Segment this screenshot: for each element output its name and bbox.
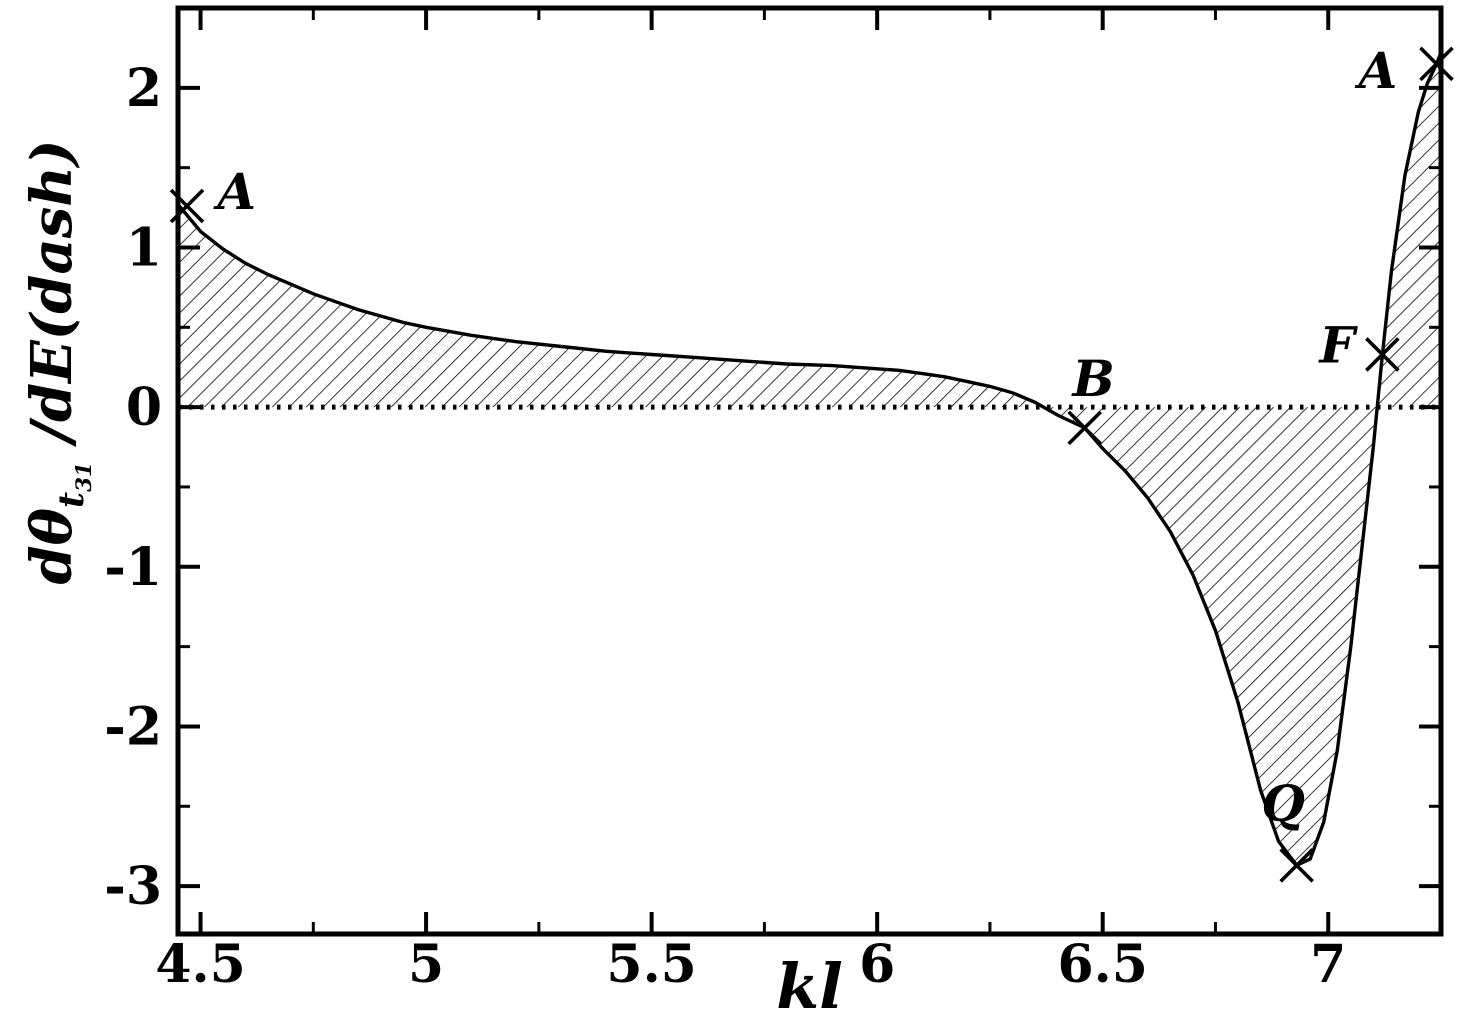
y-tick-label: 1 xyxy=(126,217,162,278)
marker-label: A xyxy=(213,162,256,221)
x-axis-title: kl xyxy=(776,950,843,1023)
x-tick-label: 7 xyxy=(1310,934,1346,995)
y-axis-title: dθt31 /dE(dash) xyxy=(18,139,97,585)
y-axis-title-sub: t31 xyxy=(51,462,97,508)
x-tick-label: 6 xyxy=(859,934,895,995)
marker-label: A xyxy=(1354,41,1397,100)
y-tick-label: -3 xyxy=(104,856,162,917)
marker-label: B xyxy=(1071,349,1115,408)
cross-marker xyxy=(1365,337,1400,372)
plot-frame xyxy=(175,5,1444,937)
y-axis-title-main: dθ xyxy=(18,507,85,585)
cross-marker xyxy=(1419,46,1454,82)
y-axis-title-sub-31: 31 xyxy=(72,461,98,492)
cross-marker xyxy=(169,188,205,224)
x-tick-label: 4.5 xyxy=(155,934,245,995)
cross-marker xyxy=(1279,848,1314,883)
marker-label: F xyxy=(1318,315,1359,374)
cross-marker xyxy=(1067,410,1102,446)
y-axis-title-sub-t: t xyxy=(51,491,93,508)
x-tick-label: 5.5 xyxy=(606,934,696,995)
y-tick-label: 0 xyxy=(126,377,162,438)
y-tick-label: 2 xyxy=(126,58,162,119)
marker-label: Q xyxy=(1261,774,1305,833)
hatched-area xyxy=(178,52,1441,866)
data-curve xyxy=(176,52,1443,868)
x-tick-label: 5 xyxy=(408,934,444,995)
y-tick-label: -1 xyxy=(104,537,162,598)
y-tick-label: -2 xyxy=(104,696,162,757)
y-axis-title-rest: /dE(dash) xyxy=(18,139,85,462)
x-tick-label: 6.5 xyxy=(1057,934,1147,995)
